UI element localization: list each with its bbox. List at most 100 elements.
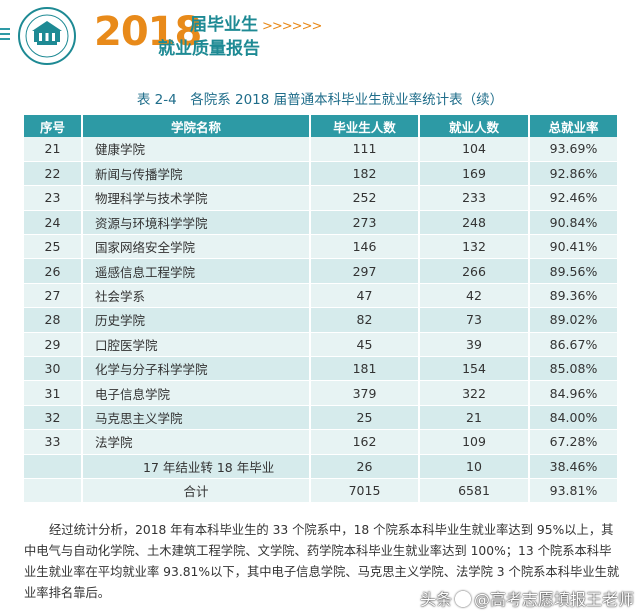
chevrons-decoration: >>>>>> xyxy=(262,19,322,34)
cell-employed: 21 xyxy=(419,405,530,431)
employment-rate-table: 序号 学院名称 毕业生人数 就业人数 总就业率 21 健康学院 111 104 93.6… xyxy=(24,115,617,504)
cell-college: 社会学系 xyxy=(82,283,311,309)
cell-graduates: 181 xyxy=(310,356,420,382)
cell-rate: 84.96% xyxy=(529,380,617,406)
cell-college: 历史学院 xyxy=(82,307,311,333)
cell-college: 合计 xyxy=(82,478,311,504)
table-row: 25 国家网络安全学院 146 132 90.41% xyxy=(24,234,617,260)
cell-college: 17 年结业转 18 年毕业 xyxy=(82,454,311,479)
analysis-paragraph: 经过统计分析，2018 年有本科毕业生的 33 个院系中，18 个院系本科毕业生… xyxy=(24,523,620,600)
table-row: 17 年结业转 18 年毕业 26 10 38.46% xyxy=(24,454,617,479)
cell-graduates: 252 xyxy=(310,185,420,211)
cell-rate: 90.84% xyxy=(529,210,617,236)
cell-rate: 93.81% xyxy=(529,478,617,504)
cell-index: 32 xyxy=(24,405,83,431)
header-index: 序号 xyxy=(24,115,83,137)
cell-employed: 104 xyxy=(419,137,530,162)
cell-graduates: 111 xyxy=(310,137,420,162)
cell-index: 22 xyxy=(24,161,83,187)
report-subtitle-top: 届毕业生 >>>>>> xyxy=(190,15,322,35)
table-row: 33 法学院 162 109 67.28% xyxy=(24,429,617,455)
cell-index: 31 xyxy=(24,380,83,406)
cell-graduates: 146 xyxy=(310,234,420,260)
university-seal-icon xyxy=(18,7,76,65)
table-row: 30 化学与分子科学学院 181 154 85.08% xyxy=(24,356,617,382)
report-year: 2018 xyxy=(94,9,202,55)
cell-college: 电子信息学院 xyxy=(82,380,311,406)
cell-rate: 85.08% xyxy=(529,356,617,382)
table-row: 23 物理科学与技术学院 252 233 92.46% xyxy=(24,185,617,211)
cell-rate: 67.28% xyxy=(529,429,617,455)
header-college: 学院名称 xyxy=(82,115,311,137)
cell-employed: 132 xyxy=(419,234,530,260)
table-total-row: 合计 7015 6581 93.81% xyxy=(24,478,617,504)
cell-college: 国家网络安全学院 xyxy=(82,234,311,260)
at-icon xyxy=(454,591,471,607)
cell-employed: 73 xyxy=(419,307,530,333)
cell-rate: 84.00% xyxy=(529,405,617,431)
cell-graduates: 45 xyxy=(310,332,420,358)
cell-employed: 266 xyxy=(419,258,530,284)
table-row: 28 历史学院 82 73 89.02% xyxy=(24,307,617,333)
cell-graduates: 7015 xyxy=(310,478,420,504)
table-row: 21 健康学院 111 104 93.69% xyxy=(24,137,617,162)
cell-college: 法学院 xyxy=(82,429,311,455)
cell-employed: 233 xyxy=(419,185,530,211)
cell-employed: 169 xyxy=(419,161,530,187)
cell-index: 25 xyxy=(24,234,83,260)
cell-employed: 42 xyxy=(419,283,530,309)
cell-index: 27 xyxy=(24,283,83,309)
cell-graduates: 182 xyxy=(310,161,420,187)
cell-graduates: 297 xyxy=(310,258,420,284)
cell-employed: 39 xyxy=(419,332,530,358)
cell-college: 物理科学与技术学院 xyxy=(82,185,311,211)
cell-rate: 89.02% xyxy=(529,307,617,333)
table-row: 22 新闻与传播学院 182 169 92.86% xyxy=(24,161,617,187)
cell-graduates: 25 xyxy=(310,405,420,431)
cell-employed: 154 xyxy=(419,356,530,382)
source-watermark: 头条 @高考志愿填报王老师 xyxy=(420,586,634,610)
table-row: 26 遥感信息工程学院 297 266 89.56% xyxy=(24,258,617,284)
watermark-prefix: 头条 xyxy=(419,590,452,609)
header-rate: 总就业率 xyxy=(529,115,617,137)
cell-rate: 89.56% xyxy=(529,258,617,284)
cell-rate: 93.69% xyxy=(529,137,617,162)
table-row: 31 电子信息学院 379 322 84.96% xyxy=(24,380,617,406)
cell-index: 23 xyxy=(24,185,83,211)
report-header: 2018 届毕业生 >>>>>> 就业质量报告 xyxy=(0,0,640,70)
cell-index xyxy=(24,454,83,479)
cell-employed: 6581 xyxy=(419,478,530,504)
cell-rate: 86.67% xyxy=(529,332,617,358)
cell-index: 21 xyxy=(24,137,83,162)
cell-rate: 92.86% xyxy=(529,161,617,187)
cell-index: 24 xyxy=(24,210,83,236)
cell-employed: 248 xyxy=(419,210,530,236)
table-row: 27 社会学系 47 42 89.36% xyxy=(24,283,617,309)
menu-icon[interactable] xyxy=(0,28,12,40)
table-title: 表 2-4 各院系 2018 届普通本科毕业生就业率统计表（续） xyxy=(136,92,504,108)
cell-college: 新闻与传播学院 xyxy=(82,161,311,187)
cell-college: 口腔医学院 xyxy=(82,332,311,358)
cell-graduates: 162 xyxy=(310,429,420,455)
cell-index: 26 xyxy=(24,258,83,284)
cell-rate: 92.46% xyxy=(529,185,617,211)
cell-graduates: 26 xyxy=(310,454,420,479)
cell-employed: 322 xyxy=(419,380,530,406)
table-header-row: 序号 学院名称 毕业生人数 就业人数 总就业率 xyxy=(24,115,617,137)
cell-rate: 90.41% xyxy=(529,234,617,260)
cell-graduates: 273 xyxy=(310,210,420,236)
report-subtitle-bottom: 就业质量报告 xyxy=(158,39,260,59)
cell-employed: 10 xyxy=(419,454,530,479)
cell-graduates: 379 xyxy=(310,380,420,406)
cell-college: 资源与环境科学学院 xyxy=(82,210,311,236)
table-row: 32 马克思主义学院 25 21 84.00% xyxy=(24,405,617,431)
watermark-handle: @高考志愿填报王老师 xyxy=(473,590,634,609)
cell-index: 30 xyxy=(24,356,83,382)
cell-index: 28 xyxy=(24,307,83,333)
cell-index xyxy=(24,478,83,504)
cell-graduates: 47 xyxy=(310,283,420,309)
cell-index: 33 xyxy=(24,429,83,455)
cell-employed: 109 xyxy=(419,429,530,455)
cell-college: 化学与分子科学学院 xyxy=(82,356,311,382)
cell-rate: 38.46% xyxy=(529,454,617,479)
